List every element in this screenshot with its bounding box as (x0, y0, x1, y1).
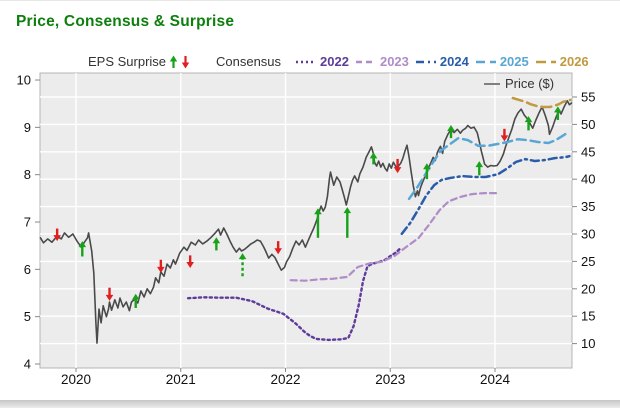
svg-text:50: 50 (581, 117, 595, 132)
surprise-up-arrow-icon (169, 55, 178, 68)
series-2025 (407, 130, 570, 201)
price-legend-label: Price ($) (505, 76, 555, 91)
svg-text:6: 6 (24, 262, 31, 277)
consensus-legend: Consensus 2022 2023 2024 2025 2026 (216, 54, 589, 69)
svg-text:5: 5 (24, 309, 31, 324)
svg-text:30: 30 (581, 227, 595, 242)
surprise-up-arrow (423, 163, 431, 180)
legend-line-swatch-icon (296, 60, 317, 63)
svg-text:2024: 2024 (480, 372, 511, 387)
surprise-up-arrow (369, 152, 378, 165)
price-series-legend: Price ($) (484, 76, 554, 91)
svg-text:7: 7 (24, 215, 31, 230)
svg-text:35: 35 (581, 199, 595, 214)
surprise-down-arrow (500, 128, 509, 142)
svg-text:15: 15 (581, 309, 595, 324)
surprise-up-arrow (343, 207, 352, 238)
legend-line-swatch-icon (475, 60, 496, 63)
surprise-up-arrow (554, 106, 562, 121)
consensus-label: Consensus (216, 54, 282, 69)
eps-surprise-label: EPS Surprise (88, 54, 167, 69)
svg-text:9: 9 (24, 120, 31, 135)
surprise-down-arrow (53, 228, 61, 242)
bottom-border-strip (0, 400, 620, 408)
surprise-down-arrow (105, 287, 114, 301)
surprise-up-arrow (524, 116, 533, 131)
surprise-up-arrow (131, 293, 140, 308)
svg-text:55: 55 (581, 90, 595, 105)
surprise-down-arrow (393, 158, 402, 174)
surprise-down-arrow (157, 259, 165, 273)
series-2026 (511, 96, 572, 109)
legend-line-swatch-icon (415, 60, 436, 63)
surprise-down-arrow (186, 255, 194, 268)
series-2024 (400, 154, 571, 236)
eps-surprise-legend: EPS Surprise (88, 54, 190, 69)
surprise-up-arrow (447, 124, 455, 139)
svg-text:2021: 2021 (166, 372, 196, 387)
svg-text:25: 25 (581, 254, 595, 269)
surprise-down-arrow (274, 241, 282, 255)
legend-item-2026: 2026 (535, 54, 589, 69)
svg-text:8: 8 (24, 167, 31, 182)
legend-item-2022: 2022 (295, 54, 349, 69)
svg-text:45: 45 (581, 144, 595, 159)
series-2023 (289, 192, 498, 282)
legend-item-2025: 2025 (475, 54, 529, 69)
surprise-up-arrow (314, 208, 322, 238)
legend-item-2023: 2023 (355, 54, 409, 69)
svg-text:10: 10 (17, 73, 31, 88)
surprise-up-arrow (212, 237, 221, 251)
surprise-up-arrow (238, 253, 247, 277)
svg-text:2020: 2020 (61, 372, 91, 387)
surprise-up-arrow (78, 241, 87, 257)
svg-text:4: 4 (24, 357, 31, 372)
chart-title: Price, Consensus & Surprise (16, 13, 235, 30)
legend-item-2024: 2024 (415, 54, 469, 69)
svg-text:10: 10 (581, 336, 595, 351)
surprise-up-arrow (475, 161, 484, 176)
svg-text:20: 20 (581, 281, 595, 296)
svg-text:40: 40 (581, 172, 595, 187)
legend-line-swatch-icon (355, 60, 376, 63)
svg-text:2023: 2023 (375, 372, 405, 387)
price-line-swatch-icon (484, 82, 500, 85)
surprise-down-arrow-icon (181, 55, 190, 68)
legend-line-swatch-icon (535, 60, 556, 63)
svg-text:2022: 2022 (270, 372, 300, 387)
